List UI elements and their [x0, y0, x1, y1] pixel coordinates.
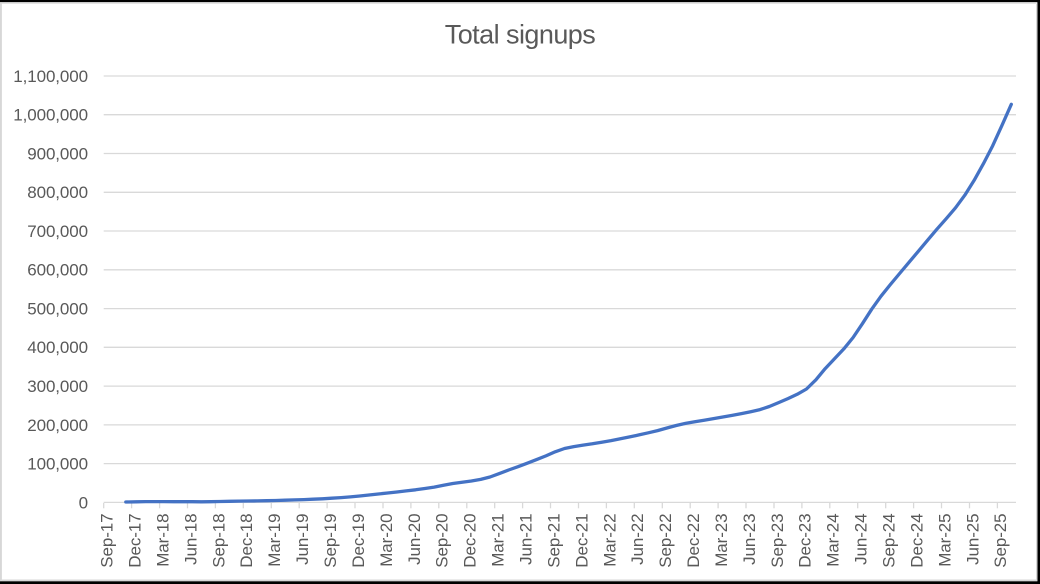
svg-text:Sep-18: Sep-18 — [209, 514, 228, 568]
svg-text:0: 0 — [79, 493, 88, 512]
svg-text:800,000: 800,000 — [27, 183, 88, 202]
svg-text:Dec-17: Dec-17 — [126, 514, 145, 568]
svg-text:Mar-22: Mar-22 — [600, 514, 619, 567]
svg-text:700,000: 700,000 — [27, 222, 88, 241]
svg-text:Sep-20: Sep-20 — [433, 514, 452, 568]
svg-text:Mar-21: Mar-21 — [489, 514, 508, 567]
svg-text:Sep-24: Sep-24 — [880, 514, 899, 568]
svg-text:Mar-24: Mar-24 — [824, 514, 843, 567]
svg-text:Mar-18: Mar-18 — [153, 514, 172, 567]
svg-text:600,000: 600,000 — [27, 261, 88, 280]
svg-text:Sep-21: Sep-21 — [544, 514, 563, 568]
svg-text:Dec-21: Dec-21 — [572, 514, 591, 568]
svg-text:Dec-23: Dec-23 — [796, 514, 815, 568]
svg-text:500,000: 500,000 — [27, 300, 88, 319]
svg-text:Mar-23: Mar-23 — [712, 514, 731, 567]
svg-text:200,000: 200,000 — [27, 416, 88, 435]
svg-text:1,000,000: 1,000,000 — [13, 106, 88, 125]
svg-text:Jun-18: Jun-18 — [181, 514, 200, 565]
svg-text:Jun-21: Jun-21 — [517, 514, 536, 565]
svg-text:Mar-20: Mar-20 — [377, 514, 396, 567]
svg-text:Sep-19: Sep-19 — [321, 514, 340, 568]
svg-text:Jun-24: Jun-24 — [852, 514, 871, 565]
svg-text:300,000: 300,000 — [27, 377, 88, 396]
svg-text:Sep-25: Sep-25 — [991, 513, 1010, 567]
svg-text:Total signups: Total signups — [445, 20, 595, 50]
svg-text:Mar-25: Mar-25 — [935, 514, 954, 567]
svg-text:Dec-24: Dec-24 — [908, 514, 927, 568]
svg-text:100,000: 100,000 — [27, 455, 88, 474]
svg-text:Mar-19: Mar-19 — [265, 514, 284, 567]
svg-text:Sep-17: Sep-17 — [98, 514, 117, 568]
svg-text:Dec-18: Dec-18 — [237, 514, 256, 568]
svg-text:1,100,000: 1,100,000 — [13, 67, 88, 86]
svg-text:Jun-22: Jun-22 — [628, 514, 647, 565]
svg-text:Jun-25: Jun-25 — [963, 514, 982, 565]
svg-text:Jun-23: Jun-23 — [740, 514, 759, 565]
svg-text:Sep-22: Sep-22 — [656, 514, 675, 568]
svg-text:Jun-19: Jun-19 — [293, 514, 312, 565]
svg-text:Jun-20: Jun-20 — [405, 514, 424, 565]
svg-text:400,000: 400,000 — [27, 338, 88, 357]
svg-text:900,000: 900,000 — [27, 144, 88, 163]
svg-text:Dec-20: Dec-20 — [461, 514, 480, 568]
svg-text:Dec-22: Dec-22 — [684, 514, 703, 568]
svg-text:Dec-19: Dec-19 — [349, 514, 368, 568]
svg-text:Sep-23: Sep-23 — [768, 514, 787, 568]
